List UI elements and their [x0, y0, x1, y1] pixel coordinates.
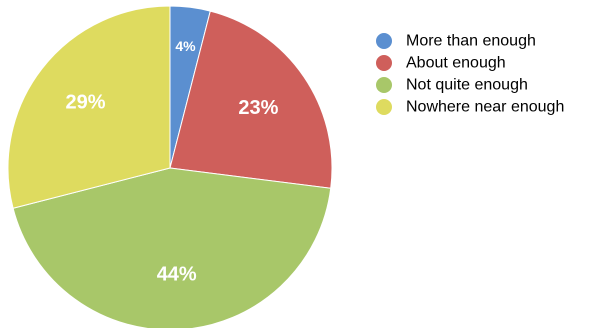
slice-label-nowhere-near-enough: 29%	[66, 91, 106, 113]
slice-label-about-enough: 23%	[238, 97, 278, 119]
pie-slice-about-enough	[169, 10, 333, 189]
pie-slice-labels: 4% 23% 44% 29%	[66, 38, 279, 286]
slice-label-more-than-enough: 4%	[175, 38, 196, 54]
pie-slice-not-quite-enough	[12, 167, 332, 328]
legend-item-not-quite-enough: Not quite enough	[376, 77, 528, 94]
legend-item-more-than-enough: More than enough	[376, 33, 536, 50]
legend-swatch-more-than-enough	[376, 33, 392, 49]
legend-item-nowhere-near-enough: Nowhere near enough	[376, 99, 564, 116]
legend-swatch-not-quite-enough	[376, 77, 392, 93]
legend-label-nowhere-near-enough: Nowhere near enough	[406, 99, 564, 116]
legend-label-not-quite-enough: Not quite enough	[406, 77, 528, 94]
legend-swatch-about-enough	[376, 55, 392, 71]
legend-label-more-than-enough: More than enough	[406, 33, 536, 50]
legend-item-about-enough: About enough	[376, 55, 506, 72]
pie-slices	[7, 5, 333, 328]
legend-swatch-nowhere-near-enough	[376, 99, 392, 115]
slice-label-not-quite-enough: 44%	[157, 264, 197, 286]
pie-slice-nowhere-near-enough	[7, 5, 171, 209]
legend: More than enough About enough Not quite en…	[376, 33, 564, 116]
legend-label-about-enough: About enough	[406, 55, 506, 72]
